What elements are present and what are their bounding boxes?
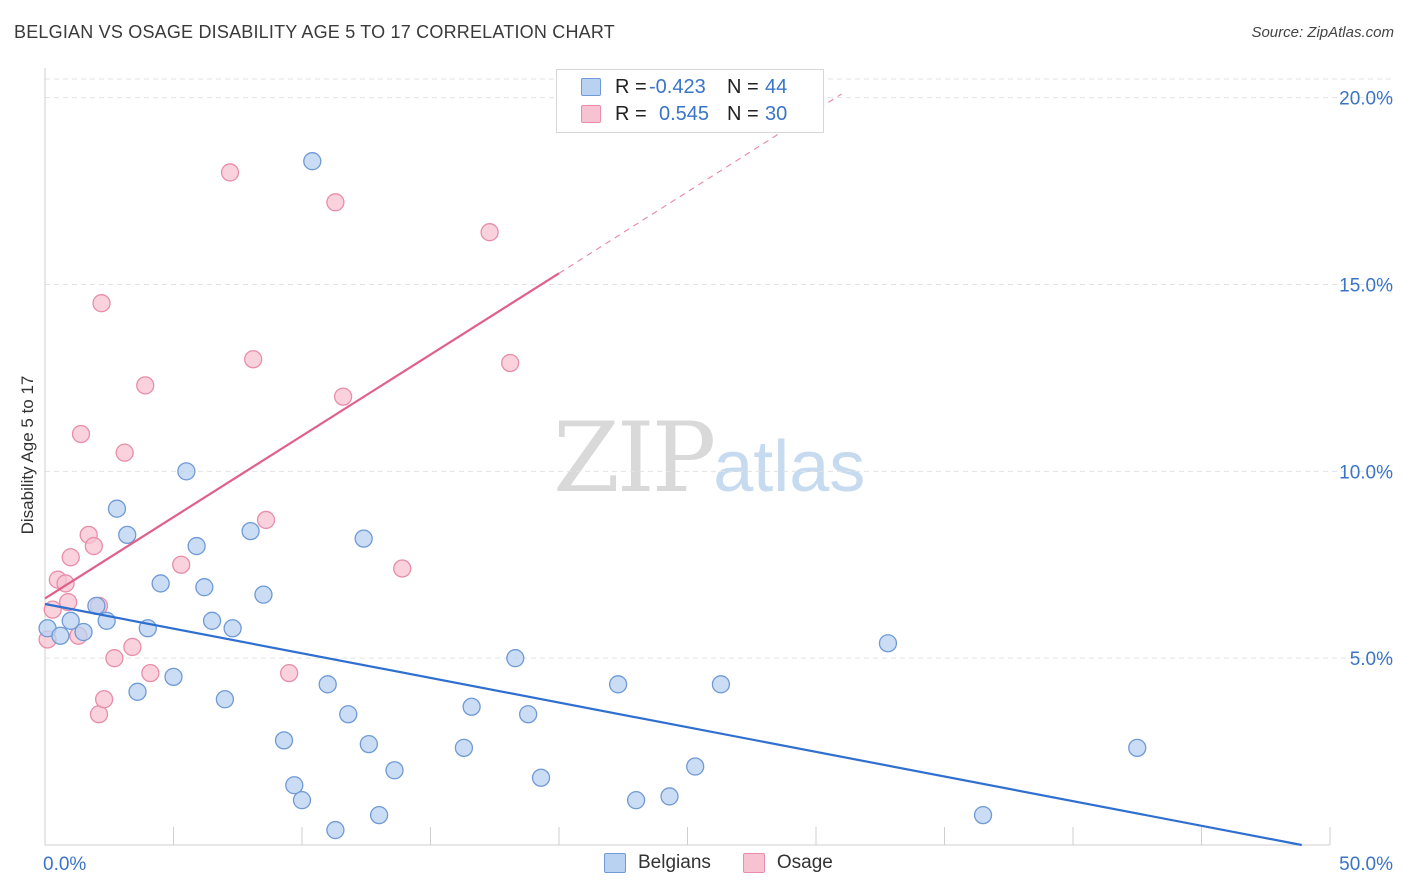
osage-legend-label: Osage — [776, 852, 833, 873]
osage-point — [480, 223, 499, 242]
legend-row-belgians: R = -0.423 N = 44 — [581, 74, 787, 100]
osage-point — [172, 555, 191, 574]
y-tick-label: 5.0% — [1350, 649, 1393, 670]
x-tick-label: 50.0% — [1339, 854, 1393, 875]
belgians-point — [164, 667, 183, 687]
belgians-point — [878, 634, 898, 653]
watermark: ZIPatlas — [553, 402, 865, 514]
belgians-point — [531, 768, 551, 787]
osage-point — [256, 510, 276, 530]
belgians-point — [195, 578, 214, 597]
osage-legend-swatch — [742, 853, 765, 873]
osage-point — [244, 350, 263, 369]
belgians-point — [339, 705, 358, 724]
belgians-point — [686, 757, 705, 776]
osage-point — [115, 443, 134, 462]
belgians-point — [118, 525, 137, 545]
belgians-point — [51, 626, 70, 645]
belgians-point — [74, 622, 93, 642]
belgians-point — [318, 675, 337, 694]
legend-r-value: -0.423 — [649, 75, 706, 98]
osage-point — [71, 424, 91, 444]
belgians-point — [660, 787, 679, 806]
belgians-point — [241, 521, 260, 541]
legend-item-osage[interactable]: Osage — [742, 852, 833, 874]
belgians-point — [303, 152, 322, 171]
belgians-point — [202, 611, 222, 630]
osage-point — [92, 294, 111, 313]
belgians-point — [223, 619, 242, 638]
belgians-point — [61, 611, 80, 630]
belgians-point — [285, 776, 304, 795]
legend-n-label: N = — [727, 75, 759, 98]
osage-point — [136, 376, 155, 395]
osage-point — [393, 559, 412, 578]
legend-n-value: 44 — [765, 75, 788, 98]
belgians-point — [973, 805, 993, 825]
osage-point — [94, 690, 114, 709]
belgians-point — [177, 462, 196, 481]
belgians-point — [626, 791, 646, 810]
belgians-legend-label: Belgians — [638, 852, 711, 873]
osage-point — [333, 387, 353, 406]
belgians-point — [506, 649, 525, 668]
belgians-point — [711, 675, 731, 694]
x-tick-label: 0.0% — [43, 854, 86, 875]
belgians-point — [454, 738, 474, 757]
y-tick-label: 20.0% — [1339, 89, 1393, 110]
osage-trend-line — [44, 272, 560, 600]
legend-row-osage: R = 0.545 N = 30 — [581, 101, 787, 127]
osage-point — [326, 193, 345, 212]
belgians-point — [215, 690, 235, 709]
osage-point — [58, 592, 78, 612]
osage-point — [61, 548, 80, 567]
legend-item-belgians[interactable]: Belgians — [604, 852, 711, 874]
belgians-point — [519, 705, 538, 724]
y-axis-label: Disability Age 5 to 17 — [18, 375, 37, 535]
y-tick-label: 15.0% — [1339, 276, 1393, 297]
correlation-legend: R = -0.423 N = 44 R = 0.545 N = 30 — [556, 69, 824, 133]
belgians-point — [385, 761, 404, 780]
belgians-point — [326, 820, 345, 840]
series-legend: Belgians Osage — [604, 852, 865, 874]
osage-point — [141, 663, 160, 683]
osage-point — [123, 637, 142, 657]
chart-title: BELGIAN VS OSAGE DISABILITY AGE 5 TO 17 … — [14, 22, 615, 42]
belgians-legend-swatch — [604, 853, 626, 873]
source-credit: Source: ZipAtlas.com — [1251, 24, 1394, 41]
watermark-atlas: atlas — [713, 427, 866, 507]
belgians-point — [608, 675, 628, 694]
belgians-point — [187, 536, 206, 556]
legend-r-value: 0.545 — [659, 102, 710, 125]
belgians-point — [292, 791, 312, 810]
belgians-point — [1128, 738, 1147, 757]
osage-point — [105, 649, 124, 668]
belgians-point — [107, 499, 127, 518]
belgians-point — [274, 731, 294, 750]
belgians-point — [354, 529, 373, 548]
legend-n-value: 30 — [765, 102, 788, 125]
belgians-trend-line — [44, 602, 1302, 847]
belgians-point — [128, 682, 147, 701]
belgians-point — [369, 805, 389, 825]
osage-point — [279, 663, 299, 683]
belgians-swatch — [581, 78, 601, 96]
osage-point — [84, 536, 103, 556]
watermark-zip: ZIP — [553, 402, 716, 514]
belgians-point — [254, 585, 273, 604]
osage-point — [501, 353, 520, 373]
belgians-point — [359, 734, 378, 754]
osage-swatch — [581, 105, 601, 123]
belgians-point — [151, 574, 170, 593]
osage-point — [220, 163, 240, 182]
legend-r-label: R = — [615, 102, 647, 125]
belgians-point — [462, 697, 481, 716]
legend-r-label: R = — [615, 75, 647, 98]
legend-n-label: N = — [727, 102, 759, 125]
y-tick-label: 10.0% — [1339, 462, 1393, 483]
